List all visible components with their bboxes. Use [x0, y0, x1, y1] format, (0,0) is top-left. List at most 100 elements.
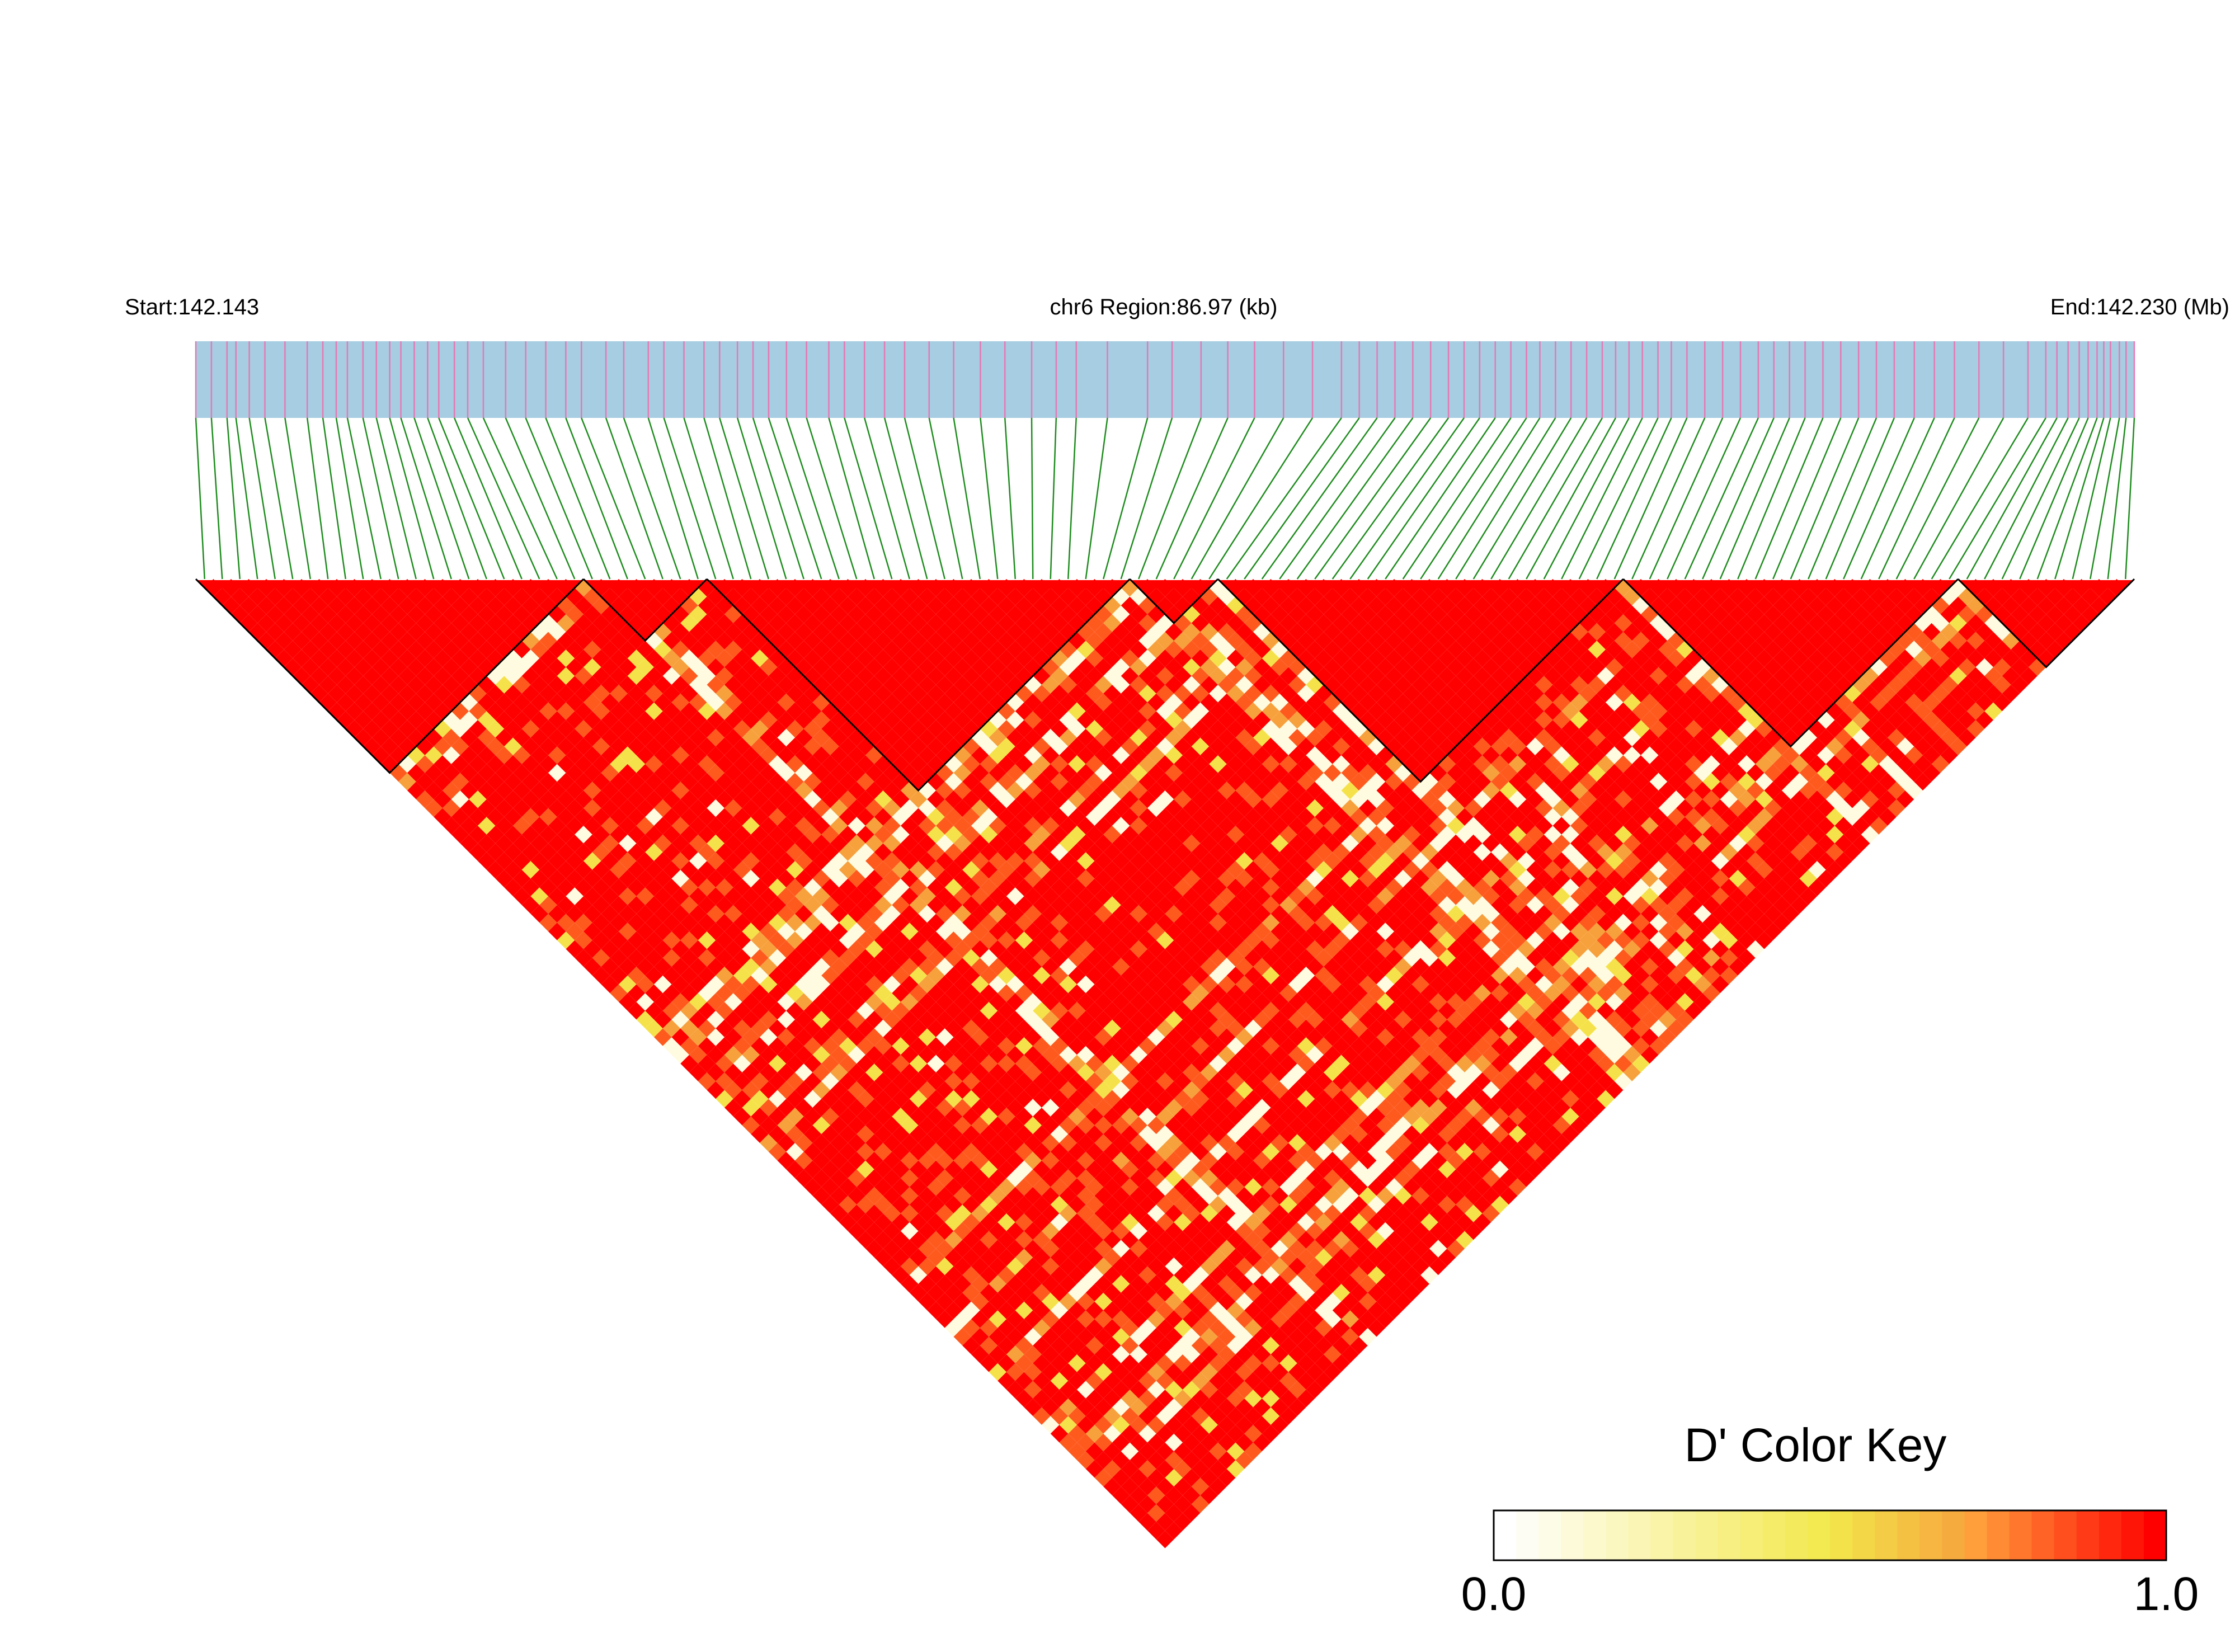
snp-connector — [1596, 417, 1672, 580]
snp-connector — [1649, 417, 1724, 580]
snp-connector — [413, 417, 470, 580]
snp-connector — [454, 417, 523, 580]
snp-connector — [1931, 417, 2029, 580]
snp-connector — [1895, 417, 1980, 580]
snp-connector — [752, 417, 804, 580]
snp-connector — [322, 417, 346, 580]
snp-connector — [427, 417, 487, 580]
snp-connector — [1331, 417, 1450, 580]
snp-connector — [1402, 417, 1512, 580]
snp-connector — [1385, 417, 1496, 580]
snp-connector — [1613, 417, 1688, 580]
snp-connector — [785, 417, 840, 580]
snp-connector — [581, 417, 646, 580]
snp-connector — [2054, 417, 2105, 580]
snp-connector — [719, 417, 769, 580]
snp-connector — [2090, 417, 2120, 580]
snp-connector — [1226, 417, 1342, 580]
snp-connector — [1173, 417, 1255, 580]
snp-connector — [683, 417, 734, 580]
snp-connector — [335, 417, 364, 580]
snp-connector — [1772, 417, 1842, 580]
snp-connector — [1684, 417, 1759, 580]
snp-connector — [1878, 417, 1955, 580]
snp-connector — [210, 417, 223, 580]
start-label: Start:142.143 — [125, 295, 259, 319]
snp-connector — [1103, 417, 1149, 580]
end-label: End:142.230 (Mb) — [2050, 295, 2229, 319]
region-label: chr6 Region:86.97 (kb) — [1050, 295, 1278, 319]
snp-connector — [1667, 417, 1742, 580]
snp-connector — [1966, 417, 2058, 580]
snp-connector — [904, 417, 945, 580]
snp-connector — [226, 417, 241, 580]
snp-connector — [2019, 417, 2089, 580]
snp-track — [196, 341, 2134, 418]
snp-connector — [1067, 417, 1077, 580]
snp-connector — [565, 417, 628, 580]
snp-connector — [375, 417, 417, 580]
snp-connector — [736, 417, 787, 580]
snp-connector — [482, 417, 558, 580]
ld-heatmap — [196, 579, 2134, 1549]
snp-connector — [1279, 417, 1396, 580]
snp-connector — [1543, 417, 1630, 580]
snp-connector — [362, 417, 399, 580]
snp-connector — [768, 417, 822, 580]
snp-connector — [1949, 417, 2046, 580]
snp-connector — [264, 417, 294, 580]
snp-connector — [1631, 417, 1706, 580]
snp-connector — [1050, 417, 1057, 580]
snp-connector — [828, 417, 875, 580]
snp-connector — [2036, 417, 2098, 580]
snp-connector — [1526, 417, 1616, 580]
snp-connector — [1754, 417, 1824, 580]
snp-connector — [2107, 417, 2127, 580]
snp-connector — [1578, 417, 1659, 580]
snp-connector — [928, 417, 963, 580]
snp-connector — [467, 417, 540, 580]
snp-connector — [248, 417, 276, 580]
snp-connector — [1490, 417, 1588, 580]
snp-connector — [400, 417, 452, 580]
snp-connector — [1085, 417, 1108, 580]
snp-connector — [883, 417, 928, 580]
snp-connector — [1244, 417, 1360, 580]
snp-connector — [1702, 417, 1775, 580]
snp-connector — [1296, 417, 1414, 580]
snp-connector — [505, 417, 576, 580]
snp-connector — [1349, 417, 1465, 580]
snp-connector — [525, 417, 593, 580]
snp-connector — [2125, 417, 2135, 580]
snp-connector — [195, 417, 205, 580]
snp-connector — [1790, 417, 1860, 580]
snp-connector — [1314, 417, 1432, 580]
snp-connector — [306, 417, 329, 580]
snp-tick-group — [195, 341, 2135, 418]
snp-connector — [1261, 417, 1378, 580]
snp-connector-group — [195, 417, 2135, 580]
snp-connector — [647, 417, 699, 580]
snp-connector — [1004, 417, 1016, 580]
snp-connector — [980, 417, 999, 580]
snp-connector — [1138, 417, 1202, 580]
snp-connector — [953, 417, 981, 580]
snp-connector — [1561, 417, 1643, 580]
snp-connector — [1120, 417, 1173, 580]
snp-connector — [438, 417, 505, 580]
snp-connector — [844, 417, 893, 580]
snp-connector — [1420, 417, 1527, 580]
snp-connector — [605, 417, 664, 580]
snp-connector — [1843, 417, 1915, 580]
snp-connector — [1031, 417, 1034, 580]
snp-connector — [389, 417, 435, 580]
snp-connector — [545, 417, 611, 580]
snp-connector — [1860, 417, 1935, 580]
snp-connector — [1208, 417, 1314, 580]
snp-connector — [1913, 417, 2005, 580]
snp-connector — [1472, 417, 1572, 580]
snp-connector — [1825, 417, 1895, 580]
snp-connector — [2072, 417, 2111, 580]
snp-connector — [1191, 417, 1284, 580]
